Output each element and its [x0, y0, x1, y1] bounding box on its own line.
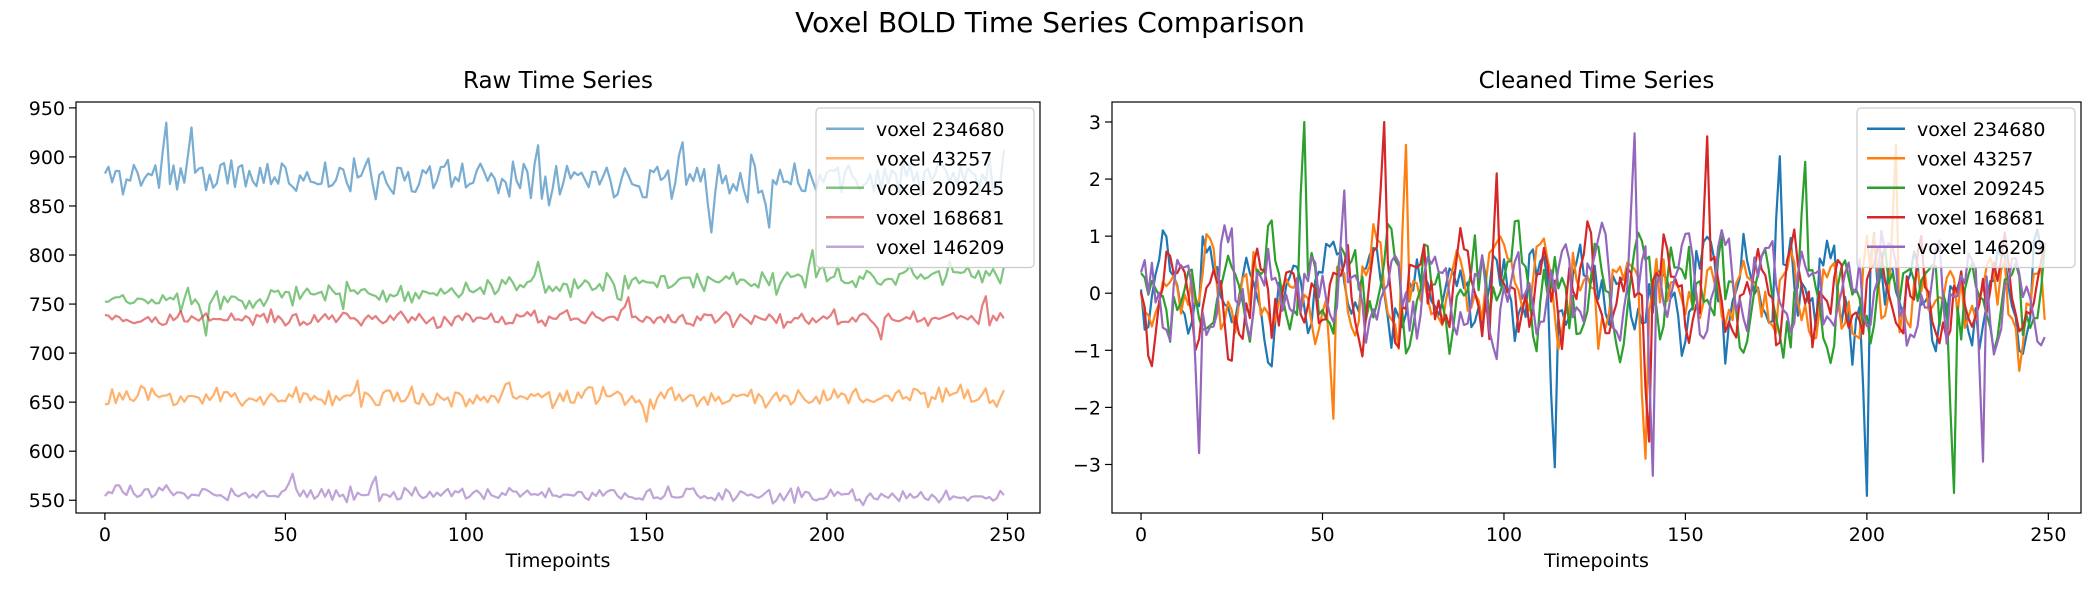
series-line-voxel-209245 — [104, 249, 1005, 337]
y-tick-label: 750 — [29, 294, 65, 316]
plot-frame — [75, 101, 1041, 514]
legend: voxel 234680 voxel 43257 voxel 209245 voxel… — [815, 107, 1035, 269]
legend-label: voxel 168681 — [1917, 207, 2045, 229]
legend-label: voxel 234680 — [876, 119, 1004, 141]
legend-label: voxel 209245 — [876, 178, 1004, 200]
y-tick-label: 3 — [1089, 112, 1101, 134]
y-tick-label: 550 — [29, 490, 65, 512]
legend-label: voxel 168681 — [876, 207, 1004, 229]
x-axis-label: Timepoints — [505, 550, 611, 572]
x-tick-label: 250 — [989, 524, 1025, 546]
legend-label: voxel 146209 — [876, 237, 1004, 259]
legend-box — [815, 107, 1035, 269]
y-tick-label: 600 — [29, 441, 65, 463]
x-tick-label: 150 — [1667, 524, 1703, 546]
legend-label: voxel 146209 — [1917, 237, 2045, 259]
legend-label: voxel 209245 — [1917, 178, 2045, 200]
chart-title: Cleaned Time Series — [1479, 68, 1715, 94]
y-tick-label: 1 — [1089, 226, 1101, 248]
x-tick-label: 0 — [1135, 524, 1147, 546]
legend-label: voxel 234680 — [1917, 119, 2045, 141]
x-axis-label: Timepoints — [1543, 550, 1649, 572]
x-tick-label: 100 — [1486, 524, 1522, 546]
plot-frame — [1111, 101, 2082, 514]
legend-box — [1856, 107, 2076, 269]
x-tick-label: 50 — [1310, 524, 1334, 546]
y-tick-label: 2 — [1089, 169, 1101, 191]
series-line-voxel-146209 — [104, 472, 1005, 507]
y-tick-label: −3 — [1073, 454, 1101, 476]
x-tick-label: 200 — [809, 524, 845, 546]
x-tick-label: 250 — [2030, 524, 2066, 546]
x-tick-label: 50 — [273, 524, 297, 546]
cleaned-time-series-chart: Cleaned Time Series 0 50 100 150 200 250 −3 −2 −1… — [1073, 68, 2082, 572]
y-tick-label: 800 — [29, 245, 65, 267]
x-tick-label: 0 — [99, 524, 111, 546]
y-tick-label: 900 — [29, 147, 65, 169]
figure-title: Voxel BOLD Time Series Comparison — [795, 6, 1305, 39]
y-tick-label: 950 — [29, 98, 65, 120]
y-tick-label: 650 — [29, 392, 65, 414]
x-tick-label: 200 — [1849, 524, 1885, 546]
legend-label: voxel 43257 — [1917, 148, 2033, 170]
raw-time-series-chart: Raw Time Series 0 50 100 150 200 250 550 600 650 7… — [29, 68, 1041, 572]
legend-label: voxel 43257 — [876, 148, 992, 170]
legend: voxel 234680 voxel 43257 voxel 209245 voxel… — [1856, 107, 2076, 269]
y-tick-label: −1 — [1073, 340, 1101, 362]
x-tick-label: 100 — [448, 524, 484, 546]
y-tick-label: 700 — [29, 343, 65, 365]
x-tick-label: 150 — [628, 524, 664, 546]
y-tick-label: 0 — [1089, 283, 1101, 305]
y-tick-label: −2 — [1073, 397, 1101, 419]
series-line-voxel-43257 — [104, 379, 1005, 423]
series-line-voxel-168681 — [104, 295, 1005, 341]
y-tick-label: 850 — [29, 196, 65, 218]
chart-title: Raw Time Series — [463, 68, 653, 94]
